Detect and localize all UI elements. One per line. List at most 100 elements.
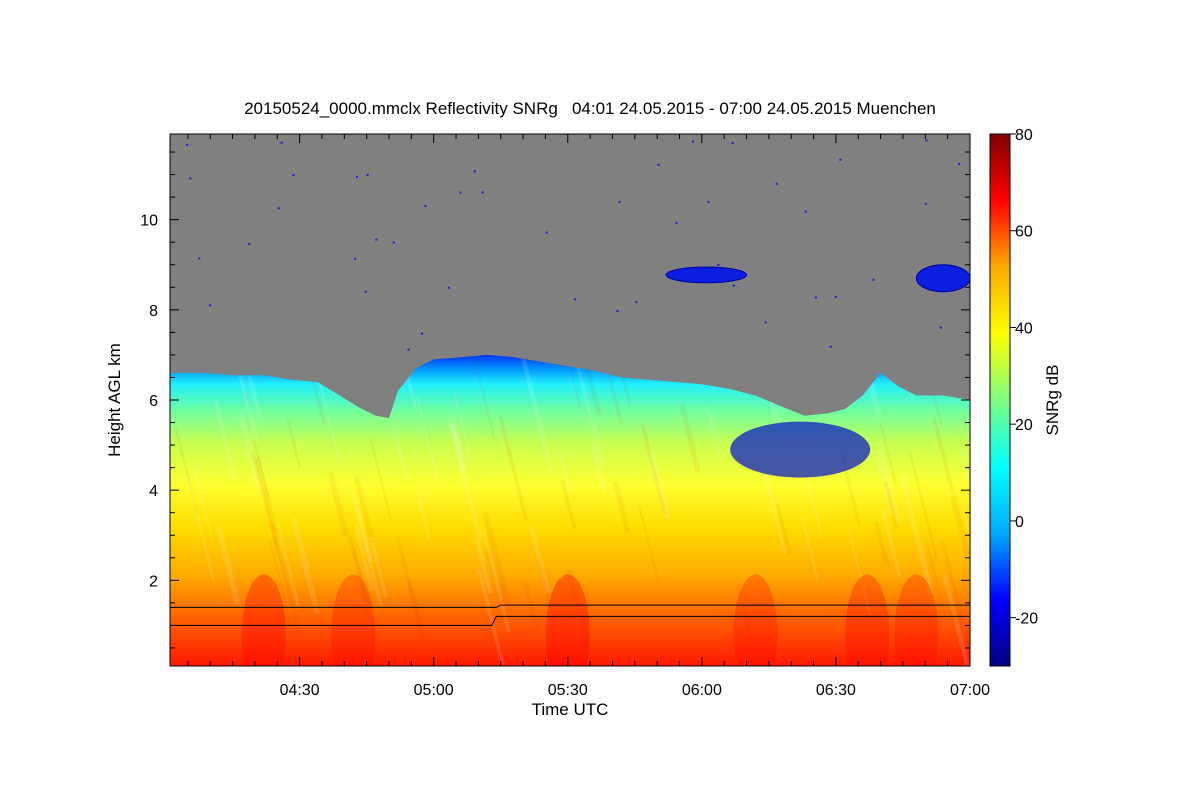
fall-streak xyxy=(352,549,369,604)
fall-streak xyxy=(327,470,350,538)
colorbar-label: SNRg dB xyxy=(1043,365,1062,436)
fall-streak xyxy=(185,473,215,581)
fall-streak xyxy=(269,539,300,653)
y-tick-label: 4 xyxy=(149,483,158,500)
fall-streak xyxy=(762,470,787,554)
noise-speckle xyxy=(731,142,734,145)
noise-speckle xyxy=(707,201,710,204)
fall-streak xyxy=(800,517,819,581)
colorbar-scale xyxy=(989,133,1011,667)
noise-speckle xyxy=(481,191,484,194)
fall-streak xyxy=(498,414,529,522)
colorbar: -20 0 20 40 60 80 SNRg dB xyxy=(989,127,1062,667)
strong-echo-band xyxy=(545,574,590,666)
noise-speckle xyxy=(804,210,807,213)
fall-streak xyxy=(558,452,571,494)
noise-speckle xyxy=(775,182,778,185)
fall-streak xyxy=(519,354,554,472)
y-tick-label: 6 xyxy=(149,393,158,410)
boundary-line-upper xyxy=(170,604,970,608)
fall-streak xyxy=(590,443,608,494)
fall-streak xyxy=(536,558,553,609)
fall-streak xyxy=(286,419,302,469)
noise-speckle xyxy=(375,238,378,241)
fall-streak xyxy=(899,475,935,596)
strong-echo-band xyxy=(733,574,778,666)
fall-streak xyxy=(640,423,667,515)
echo-streaks xyxy=(174,354,970,666)
x-tick-label: 06:30 xyxy=(816,682,856,699)
fall-streak xyxy=(883,481,899,530)
fall-streak xyxy=(647,447,671,520)
fall-streak xyxy=(406,580,434,666)
noise-speckle xyxy=(958,163,961,166)
fall-streak xyxy=(473,357,496,440)
x-tick-label: 06:00 xyxy=(682,682,722,699)
fall-streak xyxy=(941,541,970,657)
noise-speckle xyxy=(764,321,767,324)
fall-streak xyxy=(369,438,392,520)
fall-streak xyxy=(369,536,388,599)
fall-streak xyxy=(415,396,439,480)
noise-speckle xyxy=(616,310,619,313)
x-tick-label: 05:30 xyxy=(548,682,588,699)
noise-speckle xyxy=(829,345,832,348)
noise-speckle xyxy=(473,170,476,173)
fall-streak xyxy=(705,406,723,462)
boundary-line-lower xyxy=(170,615,970,626)
fall-streak xyxy=(932,418,955,494)
fall-streak xyxy=(960,452,970,563)
fall-streak xyxy=(678,402,702,474)
noise-speckle xyxy=(421,332,424,335)
fall-streak xyxy=(269,522,301,632)
fall-streak xyxy=(775,503,792,556)
noise-speckle xyxy=(618,201,621,203)
fall-streak xyxy=(925,542,947,616)
noise-speckle xyxy=(839,158,842,161)
fall-streak xyxy=(237,412,263,489)
fall-streak xyxy=(453,393,472,458)
noise-speckle xyxy=(675,222,678,225)
fall-streak xyxy=(347,536,377,633)
upper-cloud-patch xyxy=(665,266,748,284)
fall-streak xyxy=(484,549,502,605)
noise-speckle xyxy=(355,175,358,178)
y-tick-label: 2 xyxy=(149,573,158,590)
fall-streak xyxy=(449,423,484,543)
weak-echo-pocket xyxy=(730,421,871,478)
fall-streak xyxy=(875,455,894,516)
fall-streak xyxy=(250,451,280,553)
x-axis: 04:30 05:00 05:30 06:00 06:30 07:00 xyxy=(187,134,990,699)
noise-speckle xyxy=(364,290,367,293)
colorbar-ticks: -20 0 20 40 60 80 xyxy=(1010,127,1038,628)
fall-streak xyxy=(638,505,660,586)
strong-echo-band xyxy=(241,574,286,666)
noise-speckle xyxy=(574,298,576,301)
noise-speckle xyxy=(424,205,427,208)
fall-streak xyxy=(949,495,970,557)
noise-speckle xyxy=(280,141,283,144)
noise-speckle xyxy=(366,173,369,176)
x-tick-label: 07:00 xyxy=(950,682,990,699)
noise-speckle xyxy=(459,191,462,194)
fall-streak xyxy=(237,370,260,442)
y-tick-label: 8 xyxy=(149,303,158,320)
fall-streak xyxy=(961,504,970,558)
colorbar-tick-label: 0 xyxy=(1015,514,1024,531)
noise-speckle xyxy=(407,348,410,351)
fall-streak xyxy=(354,525,375,592)
fall-streak xyxy=(353,475,376,544)
x-tick-label: 05:00 xyxy=(414,682,454,699)
y-axis: 2 4 6 8 10 xyxy=(140,151,970,649)
noise-speckle xyxy=(248,242,251,245)
fall-streak xyxy=(356,508,374,562)
colorbar-tick-label: 80 xyxy=(1015,127,1033,144)
y-tick-label: 10 xyxy=(140,213,158,230)
noise-speckle xyxy=(545,231,548,234)
fall-streak xyxy=(449,416,468,471)
fall-streak xyxy=(192,462,214,539)
fall-streak xyxy=(477,569,505,666)
colorbar-tick-label: 20 xyxy=(1015,417,1033,434)
noise-speckle xyxy=(814,296,817,299)
fall-streak xyxy=(528,525,551,594)
